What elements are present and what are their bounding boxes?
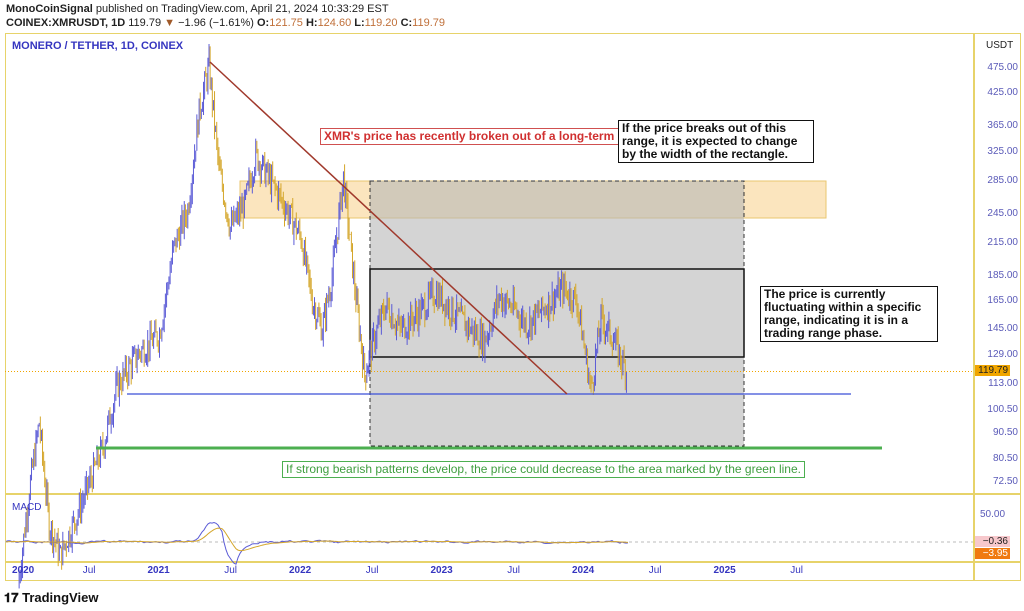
brand-name: TradingView bbox=[22, 590, 99, 605]
price-label: 325.00 bbox=[987, 145, 1018, 157]
tradingview-logo-icon: 𝟏𝟕 bbox=[4, 590, 19, 605]
breakout-note[interactable]: If the price breaks out of this range, i… bbox=[618, 120, 814, 163]
macd-value-signal: −0.36 bbox=[975, 536, 1010, 547]
time-label: Jul bbox=[507, 565, 521, 576]
bearish-note[interactable]: If strong bearish patterns develop, the … bbox=[282, 461, 805, 478]
open-label: O: bbox=[257, 17, 270, 29]
time-label: 2023 bbox=[430, 565, 453, 576]
time-label: Jul bbox=[365, 565, 379, 576]
price-axis[interactable]: 475.00 425.00 365.00 325.00 285.00 245.00 215.… bbox=[974, 0, 1024, 611]
currency-label: USDT bbox=[986, 40, 1014, 51]
publisher[interactable]: MonoCoinSignal bbox=[6, 3, 93, 15]
time-label: Jul bbox=[224, 565, 238, 576]
time-label: 2025 bbox=[713, 565, 736, 576]
macd-signal-line bbox=[5, 527, 629, 552]
price-label: 425.00 bbox=[987, 86, 1018, 98]
tradingview-logo[interactable]: 𝟏𝟕 TradingView bbox=[4, 590, 98, 606]
price-label: 90.50 bbox=[992, 427, 1018, 439]
price-label: 72.50 bbox=[992, 476, 1018, 488]
down-arrow-icon: ▼ bbox=[164, 17, 176, 29]
close-label: C: bbox=[400, 17, 413, 29]
macd-value-line: −3.95 bbox=[975, 548, 1010, 559]
time-label: Jul bbox=[790, 565, 804, 576]
high-label: H: bbox=[305, 17, 318, 29]
open: 121.75 bbox=[269, 17, 303, 29]
price-label: 365.00 bbox=[987, 120, 1018, 132]
published-text: published on TradingView.com, April 21, … bbox=[95, 3, 389, 15]
last-price: 119.79 bbox=[128, 17, 162, 29]
publish-info: MonoCoinSignal published on TradingView.… bbox=[6, 3, 389, 15]
low-label: L: bbox=[354, 17, 365, 29]
projection-rectangle bbox=[369, 180, 745, 447]
price-label: 285.00 bbox=[987, 174, 1018, 186]
price-label: 165.00 bbox=[987, 294, 1018, 306]
price-label: 113.00 bbox=[988, 378, 1018, 390]
downtrend-note[interactable]: XMR's price has recently broken out of a… bbox=[320, 128, 687, 145]
time-label: Jul bbox=[82, 565, 96, 576]
low: 119.20 bbox=[364, 17, 398, 29]
trading-range-rectangle bbox=[369, 268, 745, 358]
symbol: COINEX:XMRUSDT, 1D bbox=[6, 17, 126, 29]
price-label: 475.00 bbox=[987, 62, 1018, 73]
price-label: 185.00 bbox=[987, 269, 1018, 281]
macd-50-label: 50.00 bbox=[980, 509, 1006, 520]
close: 119.79 bbox=[412, 17, 445, 29]
price-label: 80.50 bbox=[992, 453, 1018, 465]
time-axis-divider bbox=[5, 561, 1021, 563]
chart-frame bbox=[5, 33, 1021, 581]
time-label: 2022 bbox=[289, 565, 312, 576]
current-price-tag: 119.79 bbox=[975, 365, 1010, 377]
price-label: 245.00 bbox=[987, 207, 1018, 219]
time-label: 2021 bbox=[147, 565, 170, 576]
change: −1.96 (−1.61%) bbox=[178, 17, 254, 29]
price-label: 129.00 bbox=[987, 349, 1018, 361]
range-note[interactable]: The price is currently fluctuating withi… bbox=[760, 286, 938, 342]
downtrend-line bbox=[209, 61, 568, 395]
macd-title: MACD bbox=[12, 502, 42, 513]
time-label: 2020 bbox=[12, 565, 35, 576]
time-label: 2024 bbox=[572, 565, 595, 576]
symbol-info: COINEX:XMRUSDT, 1D 119.79 ▼ −1.96 (−1.61… bbox=[6, 17, 445, 29]
macd-line bbox=[5, 521, 629, 565]
axis-divider bbox=[973, 33, 975, 581]
time-axis[interactable]: 2020 Jul 2021 Jul 2022 Jul 2023 Jul 2024 Jul 2025 J… bbox=[0, 562, 973, 580]
high: 124.60 bbox=[317, 17, 352, 29]
chart-title: MONERO / TETHER, 1D, COINEX bbox=[12, 40, 184, 52]
time-label: Jul bbox=[648, 565, 662, 576]
price-label: 100.50 bbox=[987, 404, 1018, 416]
price-label: 215.00 bbox=[987, 236, 1018, 248]
price-label: 145.00 bbox=[987, 323, 1018, 335]
pane-divider bbox=[5, 493, 1021, 495]
